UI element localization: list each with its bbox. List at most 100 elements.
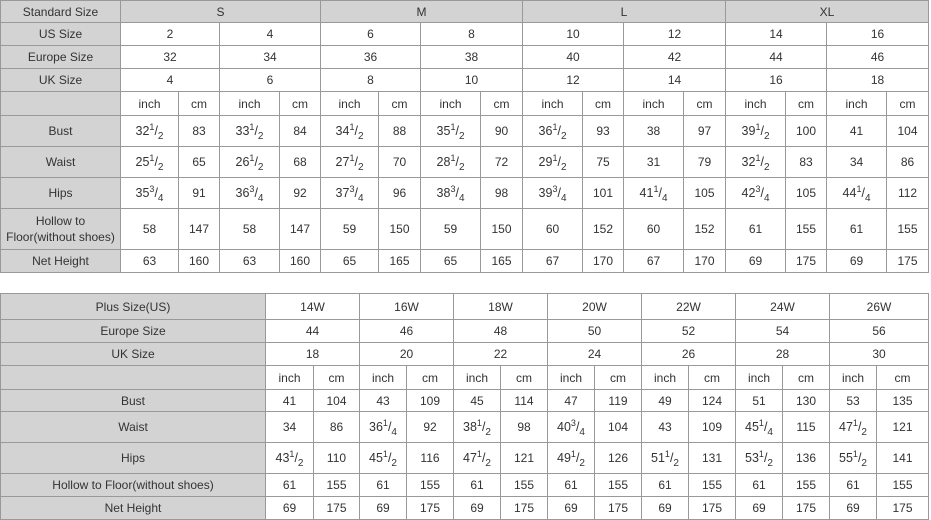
- measurement-value: 431/2: [265, 442, 314, 474]
- measurement-row: Net Height 69 175 69 175 69 175 69 175 69 175 69 175…: [0, 496, 929, 520]
- fraction-slash: /: [481, 451, 486, 465]
- size-value: 14: [623, 68, 727, 92]
- fraction-numerator: 1: [552, 122, 558, 132]
- measurement-value: 423/4: [725, 177, 787, 209]
- fraction-slash: /: [254, 186, 258, 200]
- fraction-numerator: 1: [755, 153, 761, 163]
- fraction-slash: /: [254, 124, 258, 138]
- units-row: inch cm inch cm inch cm inch cm inch cm inch cm inch…: [0, 91, 930, 116]
- fraction-slash: /: [658, 186, 662, 200]
- measurement-value: 165: [378, 249, 422, 273]
- fraction-slash: /: [387, 451, 392, 465]
- measurement-value: 43: [641, 411, 689, 443]
- unit-header: cm: [278, 91, 322, 116]
- size-value: 4: [120, 68, 220, 92]
- measurement-value: 69: [453, 496, 501, 520]
- size-value: 12: [623, 22, 727, 46]
- measurement-row: Hips 431/2 110 451/2 116 471/2 121 491/2 126 511/…: [0, 442, 929, 474]
- measurement-value: 124: [688, 389, 736, 412]
- fraction-denominator: 4: [157, 193, 164, 204]
- measurement-value: 511/2: [641, 442, 689, 474]
- measurement-value: 155: [785, 208, 828, 250]
- measurement-row: Waist 34 86 361/4 92 381/2 98 403/4 104 43 109 451/…: [0, 411, 929, 443]
- fraction-numerator: 1: [289, 449, 295, 459]
- fraction-denominator: 2: [297, 458, 304, 469]
- measurement-value: 351/2: [420, 115, 482, 147]
- measurement-value: 49: [641, 389, 689, 412]
- measurement-value: 43: [359, 389, 407, 412]
- whole-number: 33: [235, 124, 250, 138]
- unit-header: inch: [641, 365, 689, 390]
- size-value: 18: [826, 68, 930, 92]
- measurement-value: 281/2: [420, 146, 482, 178]
- unit-header: cm: [500, 365, 548, 390]
- fraction-numerator: 1: [149, 153, 155, 163]
- whole-number: 36: [235, 186, 250, 200]
- fraction-slash: /: [154, 124, 158, 138]
- row-label: UK Size: [0, 68, 121, 92]
- fraction-slash: /: [254, 155, 258, 169]
- whole-number: 51: [651, 451, 665, 465]
- measurement-row: Bust 321/2 83 331/2 84 341/2 88 351/2 90 361/2 93 3…: [0, 115, 930, 147]
- row-label: Europe Size: [0, 45, 121, 69]
- measurement-value: 121: [876, 411, 929, 443]
- fraction-numerator: 1: [552, 153, 558, 163]
- measurement-value: 98: [500, 411, 548, 443]
- measurement-value: 83: [785, 146, 828, 178]
- measurement-value: 381/2: [453, 411, 501, 443]
- fraction-numerator: 1: [249, 122, 255, 132]
- unit-header: inch: [120, 91, 179, 116]
- whole-number: 43: [275, 451, 290, 465]
- measurement-value: 135: [876, 389, 929, 412]
- measurement-row: Hips 353/4 91 363/4 92 373/4 96 383/4 98 393/4 101…: [0, 177, 930, 209]
- fraction-slash: /: [763, 451, 768, 465]
- europe-size-row: Europe Size 32 34 36 38 40 42 44 46: [0, 45, 930, 69]
- measurement-value: 393/4: [522, 177, 584, 209]
- europe-size-row: Europe Size 44 46 48 50 52 54 56: [0, 319, 929, 343]
- measurement-value: 109: [688, 411, 736, 443]
- measurement-value: 60: [623, 208, 685, 250]
- row-label: Plus Size(US): [0, 293, 266, 320]
- measurement-value: 109: [406, 389, 454, 412]
- fraction-denominator: 2: [560, 162, 567, 173]
- size-value: 48: [453, 319, 548, 343]
- measurement-value: 155: [876, 473, 929, 497]
- fraction-numerator: 1: [450, 153, 456, 163]
- whole-number: 55: [839, 451, 853, 465]
- measurement-value: 403/4: [547, 411, 595, 443]
- row-label: [0, 91, 121, 116]
- unit-header: cm: [683, 91, 727, 116]
- measurement-value: 155: [782, 473, 830, 497]
- size-value: 54: [735, 319, 830, 343]
- size-header-row: Standard Size S M L XL: [0, 0, 930, 23]
- measurement-value: 69: [265, 496, 314, 520]
- measurement-value: 383/4: [420, 177, 482, 209]
- measurement-value: 84: [278, 115, 322, 147]
- measurement-value: 175: [406, 496, 454, 520]
- size-value: 38: [420, 45, 524, 69]
- measurement-value: 155: [886, 208, 930, 250]
- measurement-value: 119: [594, 389, 642, 412]
- fraction-denominator: 2: [257, 131, 264, 142]
- whole-number: 49: [557, 451, 571, 465]
- size-header: 20W: [547, 293, 642, 320]
- size-value: 12: [522, 68, 625, 92]
- measurement-value: 471/2: [829, 411, 877, 443]
- measurement-value: 116: [406, 442, 454, 474]
- measurement-row: Net Height 63 160 63 160 65 165 65 165 67 170 67 170…: [0, 249, 930, 273]
- fraction-denominator: 2: [767, 458, 773, 469]
- unit-header: inch: [522, 91, 584, 116]
- measurement-value: 65: [420, 249, 482, 273]
- row-label: Hollow to Floor(without shoes): [0, 473, 266, 497]
- measurement-value: 361/2: [522, 115, 584, 147]
- measurement-value: 104: [886, 115, 930, 147]
- measurement-value: 155: [406, 473, 454, 497]
- whole-number: 38: [463, 420, 477, 434]
- fraction-numerator: 1: [149, 122, 155, 132]
- measurement-value: 531/2: [735, 442, 783, 474]
- measurement-value: 251/2: [120, 146, 179, 178]
- measurement-value: 67: [623, 249, 685, 273]
- size-header: L: [522, 0, 727, 23]
- unit-header: inch: [547, 365, 595, 390]
- row-label: Hips: [0, 177, 121, 209]
